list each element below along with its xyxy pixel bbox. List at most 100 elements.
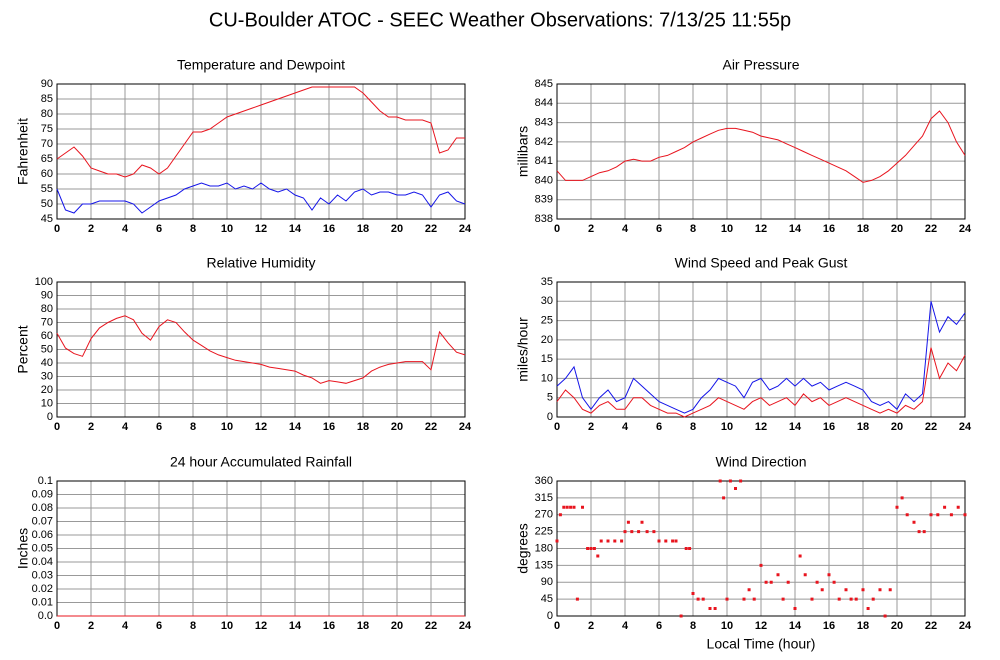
plot-frame	[556, 83, 966, 220]
x-tick-label: 16	[823, 620, 835, 632]
point	[671, 539, 675, 543]
x-tick-label: 14	[789, 620, 802, 632]
y-tick-label: 20	[41, 384, 53, 396]
point	[589, 547, 593, 550]
x-tick-label: 10	[221, 421, 233, 433]
x-tick-label: 0	[554, 421, 560, 433]
point	[596, 554, 600, 558]
point	[871, 597, 875, 601]
x-tick-label: 2	[88, 421, 94, 433]
point	[878, 588, 882, 592]
point	[861, 588, 865, 592]
x-tick-label: 18	[857, 421, 869, 433]
x-tick-label: 18	[857, 620, 869, 632]
point	[832, 580, 836, 584]
point	[575, 597, 579, 601]
y-tick-label: 270	[535, 509, 553, 521]
page-title: CU-Boulder ATOC - SEEC Weather Observati…	[209, 9, 791, 31]
x-tick-label: 14	[289, 620, 302, 632]
x-tick-label: 16	[823, 421, 835, 433]
point	[555, 539, 559, 543]
y-tick-label: 0.05	[32, 542, 53, 554]
y-tick-label: 0.02	[32, 583, 53, 595]
x-tick-label: 6	[656, 421, 662, 433]
y-tick-label: 15	[541, 353, 553, 365]
y-tick-label: 0.07	[32, 515, 53, 527]
series-line	[56, 182, 466, 214]
x-tick-label: 18	[357, 421, 369, 433]
y-tick-label: 30	[41, 370, 53, 382]
x-tick-label: 24	[459, 421, 472, 433]
y-tick-label: 0.09	[32, 488, 53, 500]
x-tick-label: 2	[588, 421, 594, 433]
point	[652, 530, 656, 534]
point	[718, 479, 722, 483]
y-tick-label: 90	[41, 78, 53, 90]
x-tick-label: 10	[721, 620, 733, 632]
x-tick-label: 8	[190, 421, 196, 433]
series-line	[556, 110, 966, 183]
y-tick-label: 0	[547, 610, 553, 622]
y-tick-label: 0	[47, 411, 53, 423]
point	[764, 580, 768, 584]
point	[586, 547, 590, 550]
point	[803, 573, 807, 577]
x-axis-label: Local Time (hour)	[707, 636, 816, 652]
y-tick-label: 842	[535, 136, 553, 148]
point	[963, 513, 967, 517]
x-tick-label: 20	[391, 421, 403, 433]
point	[657, 539, 661, 543]
y-tick-label: 225	[535, 526, 553, 538]
point	[786, 580, 790, 584]
x-tick-label: 12	[755, 223, 767, 235]
y-tick-label: 5	[547, 392, 553, 404]
y-tick-label: 90	[41, 289, 53, 301]
point	[759, 563, 763, 567]
x-tick-label: 24	[959, 620, 972, 632]
x-tick-label: 0	[554, 620, 560, 632]
point	[776, 573, 780, 577]
point	[630, 530, 634, 534]
y-tick-label: 841	[535, 155, 553, 167]
x-tick-label: 24	[959, 421, 972, 433]
y-axis-label: miles/hour	[515, 317, 531, 382]
y-tick-label: 0.1	[38, 475, 53, 487]
point	[747, 588, 751, 592]
y-tick-label: 25	[541, 314, 553, 326]
x-tick-label: 4	[122, 620, 129, 632]
panel-title: 24 hour Accumulated Rainfall	[170, 454, 352, 470]
point	[883, 614, 887, 618]
x-tick-label: 8	[690, 223, 696, 235]
x-tick-label: 2	[88, 620, 94, 632]
x-tick-label: 20	[891, 620, 903, 632]
y-tick-label: 135	[535, 559, 553, 571]
x-tick-label: 0	[54, 223, 60, 235]
point	[815, 580, 819, 584]
point	[696, 597, 700, 601]
x-tick-label: 24	[459, 223, 472, 235]
x-tick-label: 2	[588, 620, 594, 632]
point	[562, 505, 566, 509]
y-tick-label: 45	[41, 213, 53, 225]
point	[581, 505, 584, 509]
point	[728, 479, 732, 483]
x-tick-label: 20	[891, 421, 903, 433]
plot-frame	[56, 83, 466, 220]
point	[613, 539, 617, 543]
x-tick-label: 6	[656, 620, 662, 632]
y-tick-label: 844	[535, 97, 553, 109]
point	[637, 530, 641, 534]
y-tick-label: 60	[41, 168, 53, 180]
point	[769, 580, 773, 584]
point	[569, 505, 573, 509]
y-tick-label: 90	[541, 576, 553, 588]
x-tick-label: 0	[54, 421, 60, 433]
y-tick-label: 80	[41, 303, 53, 315]
panel-title: Wind Direction	[715, 454, 806, 470]
point	[701, 597, 705, 601]
x-tick-label: 10	[721, 421, 733, 433]
x-tick-label: 6	[656, 223, 662, 235]
x-tick-label: 8	[690, 620, 696, 632]
y-tick-label: 10	[41, 397, 53, 409]
y-tick-label: 0.04	[32, 556, 53, 568]
